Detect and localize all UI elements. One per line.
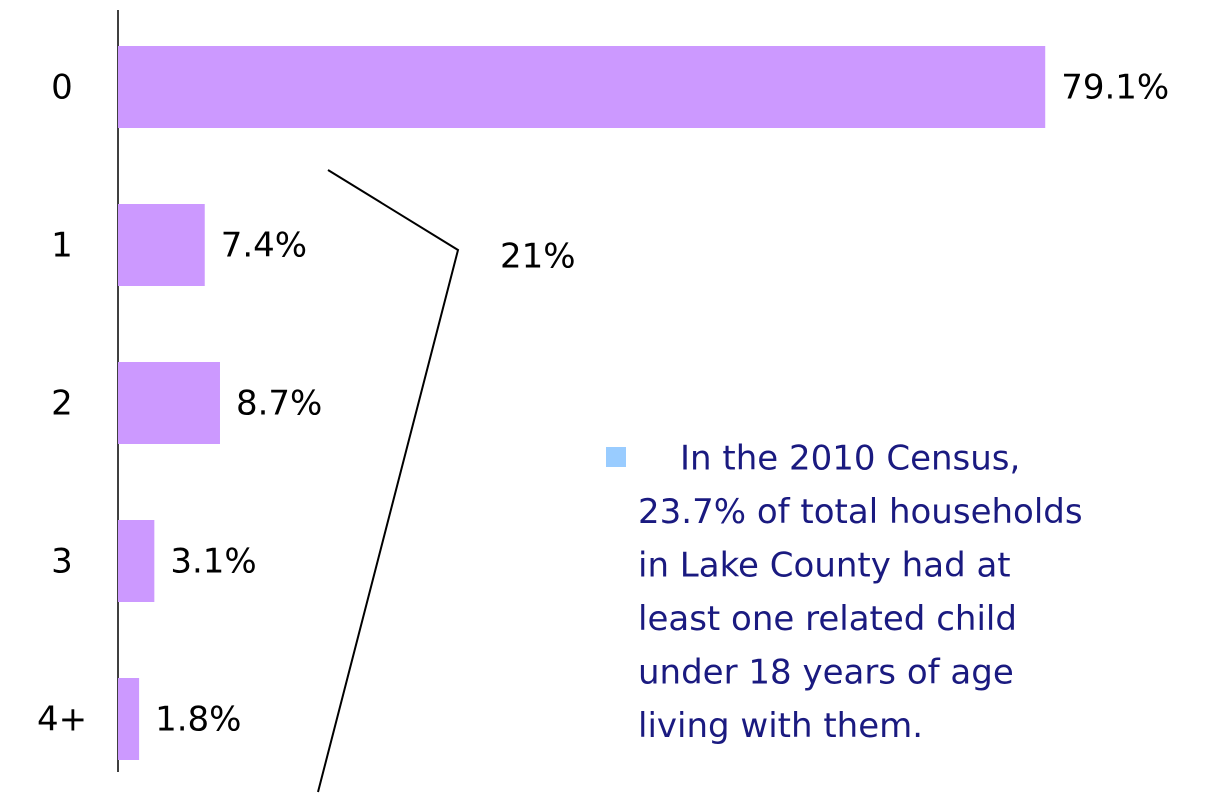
- bar: [118, 362, 220, 444]
- annotation: 21%: [500, 237, 576, 277]
- bullet-text: living with them.: [638, 706, 923, 746]
- category-label: 3: [51, 542, 73, 582]
- bar: [118, 520, 155, 602]
- bracket: [317, 169, 460, 793]
- value-label: 1.8%: [155, 700, 241, 740]
- category-label: 4+: [37, 700, 87, 740]
- value-label: 79.1%: [1061, 68, 1169, 108]
- value-label: 8.7%: [236, 384, 322, 424]
- bullet-text: under 18 years of age: [638, 653, 1014, 693]
- value-label: 3.1%: [170, 542, 256, 582]
- bullet-text: in Lake County had at: [638, 546, 1011, 586]
- bullet-marker: [606, 447, 626, 467]
- category-label: 2: [51, 384, 73, 424]
- category-label: 0: [51, 68, 73, 108]
- bar: [118, 46, 1046, 128]
- bullet-text: least one related child: [638, 599, 1017, 639]
- value-label: 7.4%: [221, 226, 307, 266]
- category-label: 1: [51, 226, 73, 266]
- bullet-text: In the 2010 Census,: [680, 439, 1020, 479]
- bar: [118, 204, 205, 286]
- bar: [118, 678, 140, 760]
- bullet-text: 23.7% of total households: [638, 492, 1083, 532]
